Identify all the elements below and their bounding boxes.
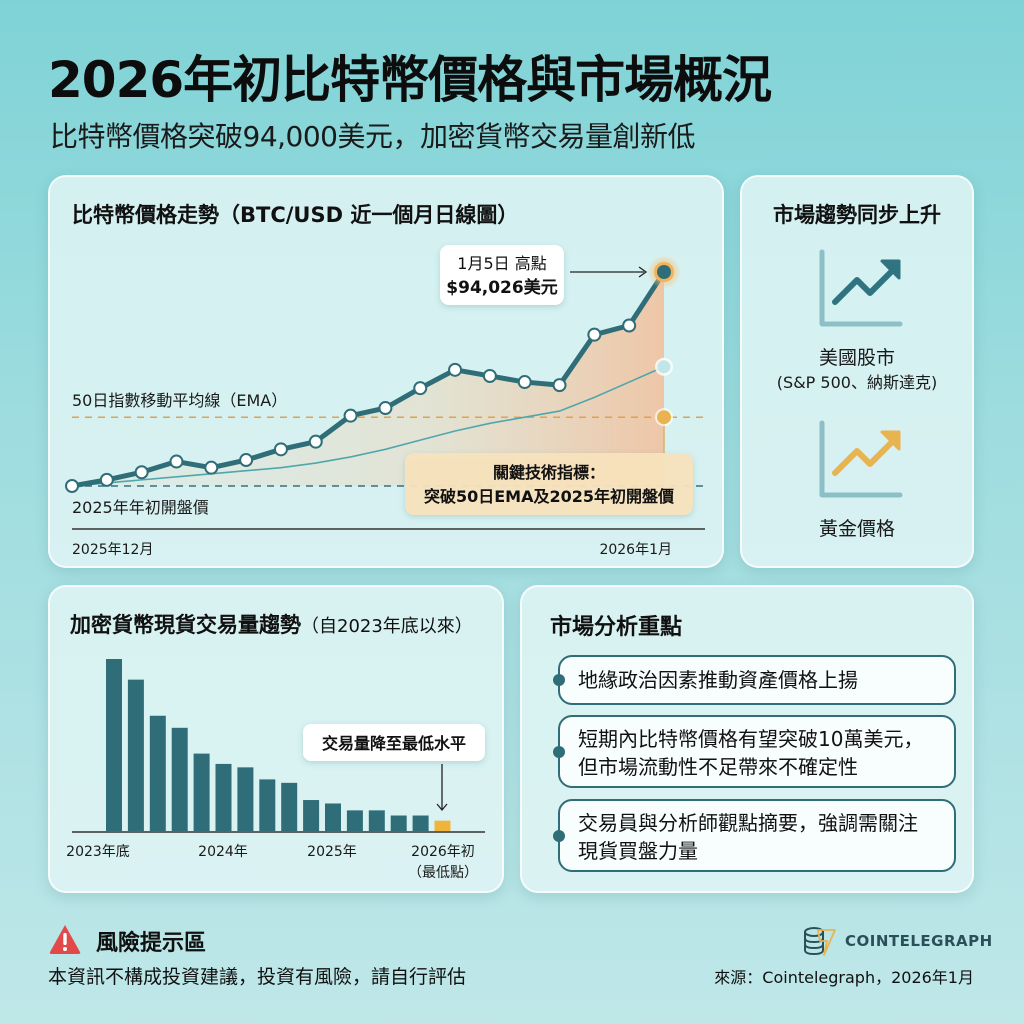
volume-x-tick-lowest: （最低點） xyxy=(408,865,478,881)
price-point xyxy=(239,453,254,468)
page-title: 2026年初比特幣價格與市場概況 xyxy=(48,51,772,109)
bullet-dot-icon xyxy=(553,829,565,842)
volume-bar xyxy=(106,659,122,831)
open-price-label: 2025年年初開盤價 xyxy=(72,498,209,517)
indicator-text: 突破50日EMA及2025年初開盤價 xyxy=(424,487,675,506)
volume-callout-arrow-head-icon xyxy=(436,803,448,812)
callout-arrow-head-icon xyxy=(638,266,648,278)
volume-x-tick-2026: 2026年初 xyxy=(411,843,475,860)
btc-line-chart: 50日指數移動平均線（EMA） 2025年年初開盤價 2025年12月 2026… xyxy=(65,245,705,558)
analysis-card-title: 市場分析重點 xyxy=(550,615,683,640)
ema-end-point xyxy=(657,360,671,374)
page-subtitle: 比特幣價格突破94,000美元，加密貨幣交易量創新低 xyxy=(50,120,695,153)
price-point xyxy=(552,378,567,393)
peak-callout-value: $94,026美元 xyxy=(446,277,557,298)
risk-title: 風險提示區 xyxy=(96,931,207,956)
volume-bar xyxy=(171,727,188,831)
x-tick-start: 2025年12月 xyxy=(72,542,153,558)
price-point xyxy=(65,479,79,493)
price-point xyxy=(413,381,428,396)
price-point xyxy=(273,442,288,457)
price-point xyxy=(308,434,323,449)
analysis-point: 交易員與分析師觀點摘要，強調需關注 現貨買盤力量 xyxy=(553,799,956,872)
btc-price-card: 比特幣價格走勢（BTC/USD 近一個月日線圖） 50日指數移動平均線（EMA）… xyxy=(48,175,724,568)
trend-item-gold-label: 黃金價格 xyxy=(818,518,895,540)
volume-bar xyxy=(237,767,254,831)
volume-bar xyxy=(412,815,429,831)
analysis-point: 地緣政治因素推動資產價格上揚 xyxy=(553,655,956,705)
bullet-dot-icon xyxy=(553,745,565,758)
trend-item-stocks-sub: (S&P 500、納斯達克) xyxy=(776,373,938,392)
trend-item-stocks-label: 美國股市 xyxy=(818,347,895,369)
volume-bar xyxy=(127,679,144,831)
x-tick-end: 2026年1月 xyxy=(599,542,672,558)
volume-bar xyxy=(281,782,298,831)
price-point xyxy=(622,318,637,333)
price-point xyxy=(448,362,463,377)
indicator-title: 關鍵技術指標： xyxy=(493,463,605,482)
price-point xyxy=(99,472,114,487)
trend-card-title: 市場趨勢同步上升 xyxy=(773,203,941,227)
risk-disclaimer: 本資訊不構成投資建議，投資有風險，請自行評估 xyxy=(48,966,467,988)
price-point xyxy=(517,375,532,390)
peak-callout xyxy=(440,245,564,305)
volume-bar xyxy=(325,803,341,831)
volume-callout-text: 交易量降至最低水平 xyxy=(322,734,466,753)
price-point xyxy=(343,408,358,423)
volume-bar xyxy=(346,810,363,831)
indicator-box xyxy=(405,453,693,515)
volume-card-title: 加密貨幣現貨交易量趨勢（自2023年底以來） xyxy=(70,609,473,639)
volume-x-tick-2023: 2023年底 xyxy=(66,844,130,860)
volume-x-tick-2025: 2025年 xyxy=(307,844,357,860)
price-point xyxy=(482,368,497,383)
volume-trend-card: 加密貨幣現貨交易量趨勢（自2023年底以來） 2023年底 2024年 2025… xyxy=(48,585,504,893)
volume-bar xyxy=(303,800,320,831)
trend-icons xyxy=(819,249,903,498)
volume-title-main: 加密貨幣現貨交易量趨勢 xyxy=(70,613,301,637)
brand-name: COINTELEGRAPH xyxy=(845,932,993,950)
analysis-point-text: 交易員與分析師觀點摘要，強調需關注 xyxy=(578,811,918,835)
gold-trend-up-arrow-icon xyxy=(819,420,903,498)
volume-bar xyxy=(193,753,210,831)
analysis-point-text: 地緣政治因素推動資產價格上揚 xyxy=(578,668,858,692)
analysis-point-text: 短期內比特幣價格有望突破10萬美元， xyxy=(578,727,924,751)
volume-bar xyxy=(368,810,385,831)
market-trend-card: 市場趨勢同步上升 美國股市 (S&P 500、納斯達克) 黃金價格 xyxy=(740,175,974,568)
btc-card-title: 比特幣價格走勢（BTC/USD 近一個月日線圖） xyxy=(72,203,519,227)
cointelegraph-logo-icon xyxy=(804,927,836,956)
analysis-point-text: 現貨買盤力量 xyxy=(578,839,698,863)
volume-bar xyxy=(259,779,276,831)
price-point xyxy=(204,460,219,475)
peak-callout-date: 1月5日 高點 xyxy=(457,254,546,273)
market-analysis-card: 市場分析重點 地緣政治因素推動資產價格上揚 短期內比特幣價格有望突破10萬美元，… xyxy=(520,585,974,893)
peak-point xyxy=(657,265,671,279)
volume-bar-chart: 2023年底 2024年 2025年 2026年初 （最低點） 交易量降至最低水… xyxy=(66,659,485,881)
price-point xyxy=(378,401,393,416)
bullet-dot-icon xyxy=(553,674,565,686)
price-point xyxy=(134,465,149,480)
volume-x-tick-2024: 2024年 xyxy=(198,844,248,860)
volume-bar xyxy=(149,715,166,831)
stock-trend-up-arrow-icon xyxy=(819,249,903,327)
volume-bar-lowest xyxy=(434,820,451,831)
analysis-point: 短期內比特幣價格有望突破10萬美元， 但市場流動性不足帶來不確定性 xyxy=(553,715,956,788)
volume-title-note: （自2023年底以來） xyxy=(301,616,473,637)
price-point xyxy=(169,454,184,469)
volume-bar xyxy=(390,815,407,831)
price-point xyxy=(587,327,602,342)
ema-label: 50日指數移動平均線（EMA） xyxy=(72,391,287,410)
warning-icon xyxy=(49,925,81,954)
volume-callout xyxy=(303,724,485,761)
price-area-fill xyxy=(72,272,664,486)
analysis-point-text: 但市場流動性不足帶來不確定性 xyxy=(578,755,858,779)
ema-series-line xyxy=(71,366,665,487)
volume-bar xyxy=(215,763,232,831)
ema-ref-point xyxy=(657,410,671,425)
source-text: 來源：Cointelegraph，2026年1月 xyxy=(714,968,974,987)
